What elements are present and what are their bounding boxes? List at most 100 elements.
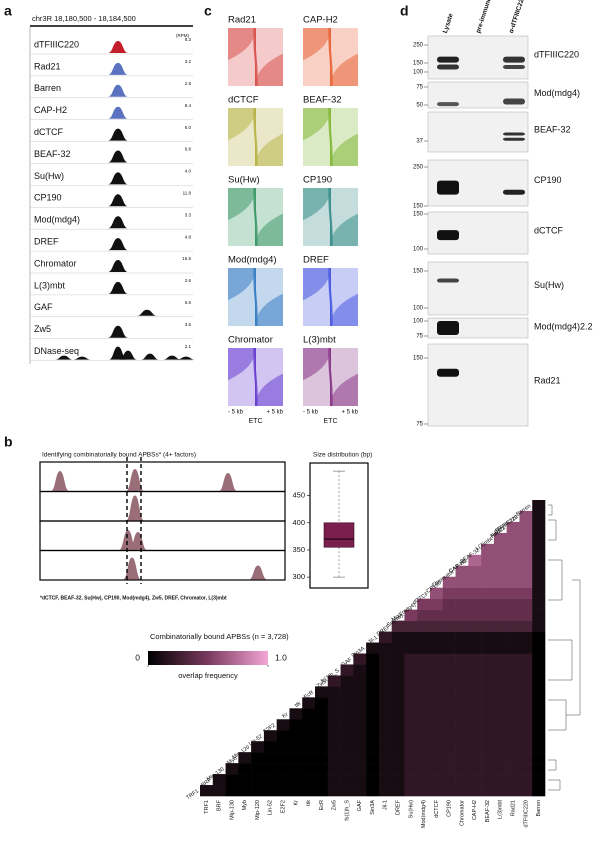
heatmap-cell	[353, 719, 367, 731]
heatmap-cell	[340, 785, 354, 797]
heatmap-cell	[327, 752, 341, 764]
heatmap-cell	[378, 697, 392, 709]
heatmap-cell	[302, 730, 316, 742]
heatmap-cell	[455, 686, 469, 698]
panel-label: b	[4, 434, 13, 450]
peak-row	[39, 549, 286, 581]
heatmap-cell	[455, 576, 469, 589]
heatmap-cell	[391, 675, 405, 687]
heatmap-cell	[289, 763, 303, 775]
row-label: Zw5	[316, 679, 328, 690]
peak-row	[39, 461, 286, 493]
heatmap-cell	[468, 565, 482, 578]
x-label: + 5 kb	[341, 410, 358, 416]
peak	[126, 469, 144, 491]
heatmap-cell	[276, 730, 290, 742]
track-peak	[108, 281, 128, 294]
heatmap-cell	[225, 763, 239, 775]
heatmap-cell	[340, 675, 354, 687]
heatmap-cell	[391, 664, 405, 676]
track-scale: 3.6	[185, 322, 192, 327]
heatmap-cell	[519, 510, 533, 523]
heatmap-cell	[340, 664, 354, 676]
band	[437, 278, 459, 283]
row-label: EcR	[303, 690, 315, 701]
column-label: Barren	[536, 800, 542, 817]
heatmap-cell	[468, 752, 482, 764]
peak	[51, 471, 69, 491]
track-scale: 3.3	[185, 212, 192, 217]
column-label: Su(Hw)	[408, 800, 414, 819]
heatmap-cell	[506, 719, 520, 731]
heatmap-cell	[455, 609, 469, 621]
heatmap-cell	[315, 785, 329, 797]
heatmap-cell	[519, 697, 533, 709]
heatmap-cell	[378, 686, 392, 698]
heatmap-cell	[315, 730, 329, 742]
heatmap-cell	[468, 664, 482, 676]
heatmap-cell	[353, 664, 367, 676]
heatmap-signal	[228, 108, 256, 141]
column-label: Zw5	[332, 800, 338, 810]
heatmap-cell	[263, 741, 277, 753]
heatmap-title: Combinatorially bound APBSs (n = 3,728)	[150, 632, 289, 641]
x-label: - 5 kb	[303, 410, 319, 416]
heatmap-cell	[302, 719, 316, 731]
heatmap-cell	[289, 708, 303, 720]
heatmap-cell	[532, 576, 546, 589]
heatmap-cell	[430, 587, 444, 599]
heatmap-cell	[442, 576, 456, 589]
marker-label: 50	[416, 103, 423, 109]
track-scale: 2.6	[185, 278, 192, 283]
heatmap-cell	[455, 730, 469, 742]
heatmap-cell	[532, 708, 546, 720]
heatmap-cell	[493, 576, 507, 589]
heatmap-cell	[442, 730, 456, 742]
heatmap-cell	[263, 785, 277, 797]
heatmap-cell	[506, 708, 520, 720]
heatmap-signal	[255, 53, 283, 86]
heatmap-cell	[417, 620, 431, 632]
heatmap-cell	[506, 543, 520, 556]
colorbar-tick-label: 1.0	[275, 652, 287, 662]
heatmap-cell	[404, 642, 418, 654]
heatmap-cell	[327, 763, 341, 775]
heatmap-cell	[417, 719, 431, 731]
column-label: Lin-52	[268, 800, 274, 815]
heatmap-cell	[417, 598, 431, 610]
heatmap-signal	[330, 213, 358, 246]
heatmap-cell	[289, 774, 303, 786]
heatmap-cell	[442, 587, 456, 599]
track-scale: 2.8	[185, 81, 192, 86]
marker-label: 150	[413, 61, 424, 67]
lane-label: α-dTFIIIC220	[508, 0, 527, 34]
heatmap-cell	[493, 752, 507, 764]
heatmap-cell	[442, 697, 456, 709]
heatmap-cell	[430, 642, 444, 654]
heatmap-cell	[340, 697, 354, 709]
heatmap-cell	[442, 752, 456, 764]
heatmap-cell	[481, 576, 495, 589]
heatmap-cell	[366, 697, 380, 709]
dendrogram	[548, 639, 573, 681]
heatmap-cell	[506, 620, 520, 632]
heatmap-cell	[493, 554, 507, 567]
heatmap-cell	[481, 609, 495, 621]
heatmap-cell	[442, 763, 456, 775]
heatmap-cell	[506, 609, 520, 621]
band	[503, 64, 525, 69]
heatmap-cell	[212, 785, 226, 797]
peak	[129, 532, 147, 550]
box-title: Size distribution (bp)	[313, 452, 372, 459]
column-label: E2F2	[281, 800, 287, 813]
heatmap-cell	[481, 697, 495, 709]
track-scale: 4.8	[185, 234, 192, 239]
heatmap-cell	[455, 565, 469, 578]
blot	[427, 343, 529, 427]
heatmap-cell	[340, 686, 354, 698]
band	[503, 137, 525, 141]
column-label: Sin3A	[370, 800, 376, 815]
heatmap-cell	[315, 719, 329, 731]
row-label: ttk	[294, 701, 302, 709]
